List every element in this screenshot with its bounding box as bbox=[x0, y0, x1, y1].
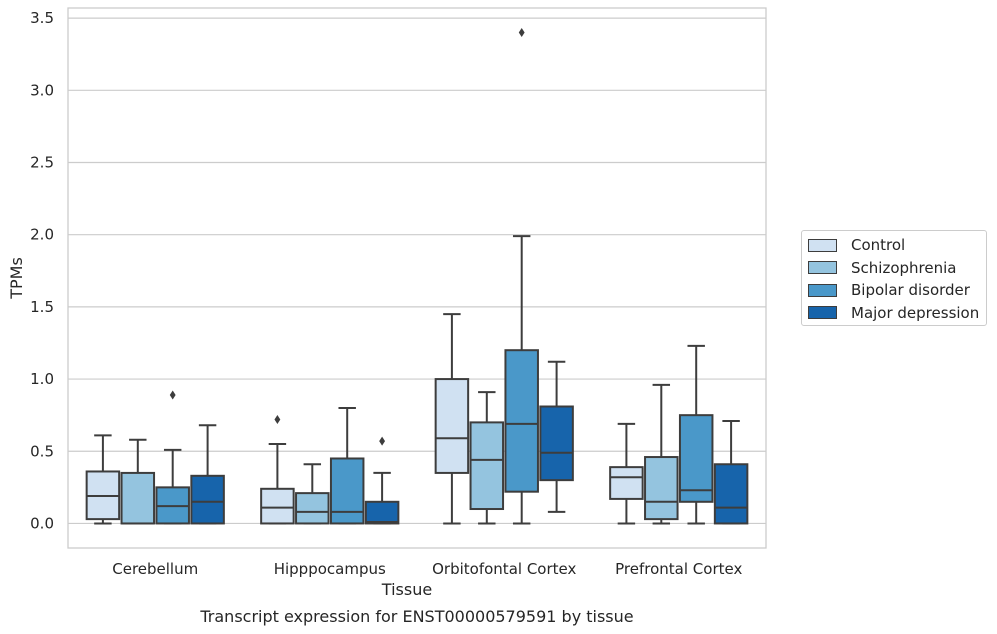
legend-swatch bbox=[808, 283, 837, 297]
x-tick-label: Hipppocampus bbox=[274, 560, 386, 578]
y-tick-label: 0.5 bbox=[30, 442, 54, 460]
box-group bbox=[85, 390, 225, 525]
box-schizophrenia bbox=[295, 492, 330, 525]
outlier-point bbox=[379, 436, 386, 446]
x-axis-label: Tissue bbox=[381, 580, 432, 599]
y-tick-label: 3.5 bbox=[30, 9, 54, 27]
legend-swatch bbox=[808, 238, 837, 252]
box-major-depression bbox=[539, 405, 574, 482]
legend-swatch bbox=[808, 306, 837, 319]
y-tick-label: 3.0 bbox=[30, 81, 54, 99]
box-bipolar-disorder bbox=[329, 457, 365, 525]
grid-lines bbox=[68, 17, 766, 525]
y-tick-label: 2.0 bbox=[30, 226, 54, 244]
box-control bbox=[434, 378, 470, 474]
y-axis-ticks: 0.0 0.5 1.0 1.5 2.0 2.5 3.0 3.5 bbox=[30, 9, 54, 532]
box-control bbox=[609, 466, 644, 500]
x-tick-label: Prefrontal Cortex bbox=[615, 560, 742, 578]
box-schizophrenia bbox=[469, 421, 505, 511]
chart-title: Transcript expression for ENST0000057959… bbox=[199, 607, 633, 626]
legend-item: Control bbox=[808, 235, 905, 255]
box-bipolar-disorder bbox=[678, 414, 714, 503]
box-group bbox=[260, 406, 400, 525]
y-tick-label: 1.5 bbox=[30, 298, 54, 316]
box-control bbox=[260, 487, 295, 525]
outlier-point bbox=[518, 28, 525, 38]
x-axis-ticks: Cerebellum Hipppocampus Orbitofontal Corte… bbox=[112, 560, 742, 578]
legend-label: Schizophrenia bbox=[851, 258, 957, 277]
box-group bbox=[609, 344, 749, 525]
legend-item: Schizophrenia bbox=[808, 258, 956, 278]
outlier-point bbox=[169, 390, 176, 400]
box-major-depression bbox=[190, 474, 225, 525]
box-group bbox=[434, 28, 574, 525]
box-major-depression bbox=[713, 463, 749, 525]
x-tick-label: Orbitofontal Cortex bbox=[432, 560, 576, 578]
x-tick-label: Cerebellum bbox=[112, 560, 198, 578]
box-bipolar-disorder bbox=[504, 349, 539, 493]
y-tick-label: 0.0 bbox=[30, 514, 54, 532]
legend-swatch bbox=[808, 261, 837, 274]
legend-item: Bipolar disorder bbox=[808, 280, 970, 300]
y-axis-label: TPMs bbox=[7, 257, 26, 300]
y-tick-label: 2.5 bbox=[30, 153, 54, 171]
box-schizophrenia bbox=[644, 456, 679, 521]
box-schizophrenia bbox=[120, 471, 156, 525]
plot-frame bbox=[67, 7, 767, 549]
legend-item: Major depression bbox=[808, 303, 979, 323]
legend: Control Schizophrenia Bipolar disorder Majo… bbox=[801, 230, 987, 326]
box-major-depression bbox=[364, 500, 400, 525]
box-groups bbox=[85, 28, 749, 525]
outlier-point bbox=[274, 414, 281, 424]
legend-label: Control bbox=[851, 236, 906, 254]
y-tick-label: 1.0 bbox=[30, 370, 54, 388]
legend-label: Major depression bbox=[851, 303, 980, 322]
legend-label: Bipolar disorder bbox=[851, 281, 970, 299]
